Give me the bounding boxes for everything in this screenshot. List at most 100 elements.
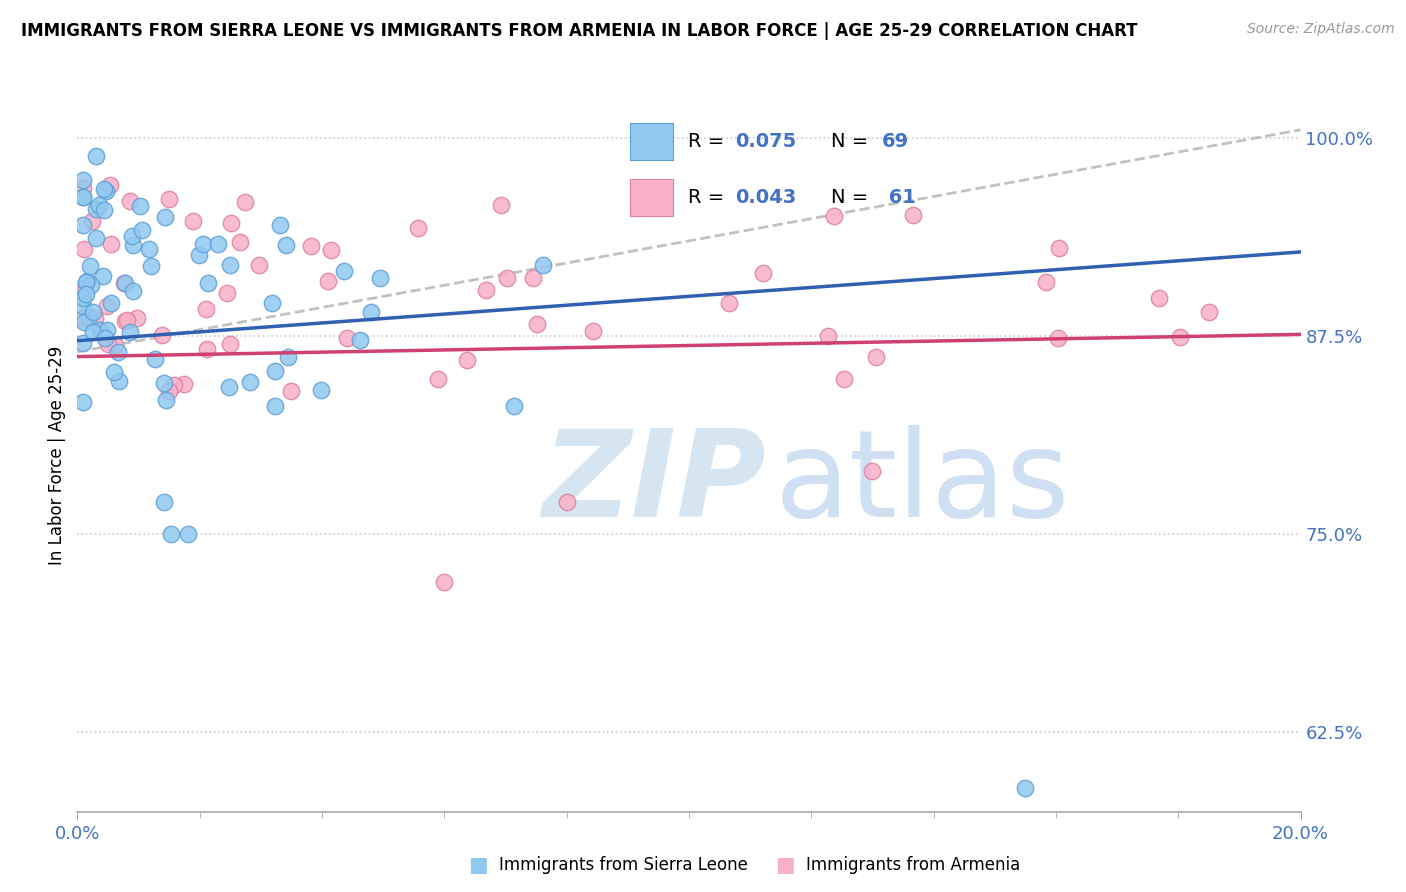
Point bbox=[865, 350, 887, 364]
Point bbox=[219, 337, 242, 351]
Point bbox=[157, 192, 180, 206]
Point bbox=[155, 393, 177, 408]
Point bbox=[103, 365, 125, 379]
Point bbox=[349, 333, 371, 347]
Point bbox=[427, 372, 450, 386]
Point bbox=[83, 310, 105, 325]
Point bbox=[318, 273, 340, 287]
Point bbox=[104, 338, 127, 352]
Point bbox=[1035, 275, 1057, 289]
Point bbox=[87, 198, 110, 212]
Point bbox=[207, 236, 229, 251]
Point bbox=[526, 317, 548, 331]
Point bbox=[89, 323, 111, 337]
Point bbox=[274, 237, 297, 252]
Point bbox=[72, 291, 94, 305]
Point bbox=[496, 271, 519, 285]
Point bbox=[96, 323, 118, 337]
Text: ■: ■ bbox=[468, 855, 488, 875]
Point bbox=[73, 242, 96, 256]
Text: ZIP: ZIP bbox=[543, 425, 766, 542]
Text: N =: N = bbox=[831, 132, 875, 151]
Point bbox=[96, 184, 118, 198]
Point bbox=[197, 276, 219, 290]
Point bbox=[141, 259, 163, 273]
Point bbox=[129, 199, 152, 213]
Text: IMMIGRANTS FROM SIERRA LEONE VS IMMIGRANTS FROM ARMENIA IN LABOR FORCE | AGE 25-: IMMIGRANTS FROM SIERRA LEONE VS IMMIGRAN… bbox=[21, 22, 1137, 40]
Point bbox=[122, 285, 145, 299]
Point bbox=[406, 220, 429, 235]
Point bbox=[125, 311, 148, 326]
Point bbox=[1147, 291, 1170, 305]
Point bbox=[72, 190, 94, 204]
Point bbox=[239, 375, 262, 389]
Point bbox=[823, 209, 845, 223]
Point bbox=[82, 214, 104, 228]
Text: 69: 69 bbox=[882, 132, 908, 151]
Point bbox=[456, 352, 478, 367]
Point bbox=[1047, 241, 1070, 255]
Text: 61: 61 bbox=[882, 188, 915, 207]
Text: Source: ZipAtlas.com: Source: ZipAtlas.com bbox=[1247, 22, 1395, 37]
Point bbox=[263, 399, 285, 413]
Point bbox=[522, 271, 544, 285]
Point bbox=[718, 296, 741, 310]
Y-axis label: In Labor Force | Age 25-29: In Labor Force | Age 25-29 bbox=[48, 345, 66, 565]
Point bbox=[114, 276, 136, 290]
Point bbox=[247, 258, 270, 272]
Point bbox=[120, 194, 142, 208]
Text: Immigrants from Armenia: Immigrants from Armenia bbox=[806, 856, 1019, 874]
Point bbox=[72, 394, 94, 409]
Point bbox=[531, 258, 554, 272]
Point bbox=[112, 276, 135, 290]
Point bbox=[181, 214, 204, 228]
Point bbox=[433, 574, 456, 589]
Point bbox=[72, 219, 94, 233]
Point bbox=[79, 259, 101, 273]
Text: atlas: atlas bbox=[775, 425, 1070, 542]
Text: N =: N = bbox=[831, 188, 875, 207]
Point bbox=[360, 305, 382, 319]
Point bbox=[193, 236, 215, 251]
Point bbox=[1198, 305, 1220, 319]
Point bbox=[131, 223, 153, 237]
Point bbox=[82, 325, 104, 339]
Point bbox=[1168, 330, 1191, 344]
Point bbox=[108, 374, 131, 388]
Point bbox=[72, 335, 94, 350]
Text: ■: ■ bbox=[775, 855, 794, 875]
Point bbox=[834, 371, 856, 385]
Point bbox=[173, 376, 195, 391]
Point bbox=[91, 268, 114, 283]
Point bbox=[73, 315, 96, 329]
Point bbox=[145, 351, 167, 366]
Point bbox=[100, 295, 122, 310]
Point bbox=[100, 236, 122, 251]
Point bbox=[277, 350, 299, 364]
Point bbox=[72, 282, 94, 296]
Point bbox=[489, 198, 512, 212]
Point bbox=[84, 231, 107, 245]
Point bbox=[98, 178, 121, 192]
Point bbox=[120, 325, 142, 339]
Point bbox=[336, 331, 359, 345]
Point bbox=[299, 239, 322, 253]
Point bbox=[195, 302, 218, 317]
Text: R =: R = bbox=[688, 188, 731, 207]
Point bbox=[269, 218, 291, 232]
Point bbox=[157, 384, 180, 399]
Point bbox=[177, 527, 200, 541]
Point bbox=[262, 296, 284, 310]
Point bbox=[107, 345, 129, 359]
Point bbox=[72, 172, 94, 186]
Point bbox=[229, 235, 252, 250]
Point bbox=[901, 208, 924, 222]
Point bbox=[752, 266, 775, 280]
Point bbox=[114, 314, 136, 328]
Point bbox=[221, 216, 243, 230]
Point bbox=[309, 383, 332, 397]
Point bbox=[77, 310, 100, 324]
Point bbox=[321, 243, 343, 257]
Point bbox=[94, 330, 117, 344]
Point bbox=[153, 210, 176, 224]
